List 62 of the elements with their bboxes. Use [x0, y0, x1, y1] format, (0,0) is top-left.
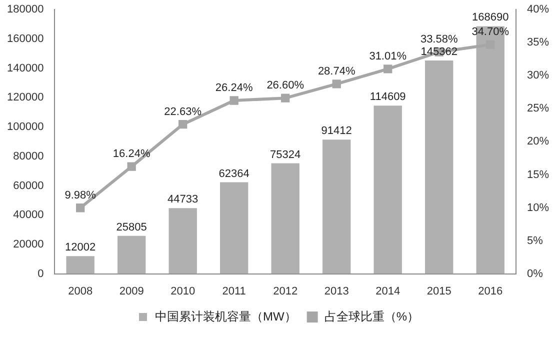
bar	[66, 256, 94, 274]
data-label: 145362	[420, 46, 458, 58]
data-label: 44733	[168, 194, 198, 206]
y2-tick-label: 25%	[526, 102, 550, 115]
bar	[117, 236, 146, 274]
data-label: 91412	[321, 125, 352, 138]
legend-label: 中国累计装机容量（MW）	[155, 309, 296, 324]
x-tick-label: 2011	[222, 285, 246, 298]
data-label: 25805	[116, 221, 147, 234]
y-tick-label: 80000	[13, 150, 44, 162]
y-tick-label: 120000	[6, 92, 44, 104]
x-tick-label: 2010	[170, 285, 196, 298]
y-tick-label: 20000	[13, 238, 44, 250]
y-tick-label: 140000	[6, 62, 44, 74]
data-label: 12002	[65, 242, 96, 254]
x-tick-label: 2015	[426, 285, 452, 298]
y2-tick-label: 0%	[526, 268, 544, 280]
point	[127, 162, 136, 171]
bar	[322, 140, 351, 274]
data-label: 26.24%	[215, 82, 253, 94]
y2-tick-label: 10%	[526, 202, 550, 214]
x-tick-label: 2016	[478, 285, 503, 298]
point	[281, 94, 290, 102]
y2-tick-label: 5%	[526, 234, 544, 247]
bar	[220, 182, 248, 274]
data-label: 26.60%	[266, 80, 304, 92]
y-tick-label: 60000	[13, 180, 44, 192]
y-tick-label: 0	[38, 268, 44, 280]
x-tick-label: 2012	[273, 285, 298, 298]
legend-label: 占全球比重（%）	[324, 309, 419, 324]
y-tick-label: 160000	[6, 32, 44, 45]
data-label: 168690	[472, 12, 509, 24]
data-label: 62364	[218, 168, 250, 180]
y2-tick-label: 20%	[526, 136, 550, 148]
data-label: 33.58%	[420, 34, 458, 46]
y-tick-label: 180000	[6, 4, 44, 16]
y2-tick-label: 35%	[526, 36, 550, 49]
y-tick-label: 100000	[6, 121, 44, 134]
data-label: 31.01%	[369, 50, 407, 63]
x-tick-label: 2013	[324, 285, 349, 298]
point	[178, 120, 188, 129]
y2-tick-label: 40%	[526, 4, 550, 16]
point	[332, 80, 341, 88]
x-tick-label: 2009	[119, 285, 144, 298]
y-tick-label: 40000	[13, 209, 44, 222]
y2-tick-label: 15%	[526, 168, 550, 181]
point	[384, 64, 392, 74]
point	[230, 96, 238, 105]
data-label: 9.98%	[64, 189, 96, 202]
data-label: 16.24%	[112, 148, 150, 160]
bar	[168, 208, 197, 274]
y2-tick-label: 30%	[526, 70, 550, 82]
x-tick-label: 2008	[68, 285, 93, 298]
data-label: 114609	[370, 91, 406, 104]
bar	[374, 106, 402, 274]
data-label: 28.74%	[318, 66, 356, 78]
bar	[425, 60, 454, 274]
x-tick-label: 2014	[376, 285, 400, 298]
data-label: 75324	[270, 148, 301, 161]
bar	[271, 163, 300, 274]
data-label: 22.63%	[164, 106, 202, 118]
point	[76, 204, 85, 212]
